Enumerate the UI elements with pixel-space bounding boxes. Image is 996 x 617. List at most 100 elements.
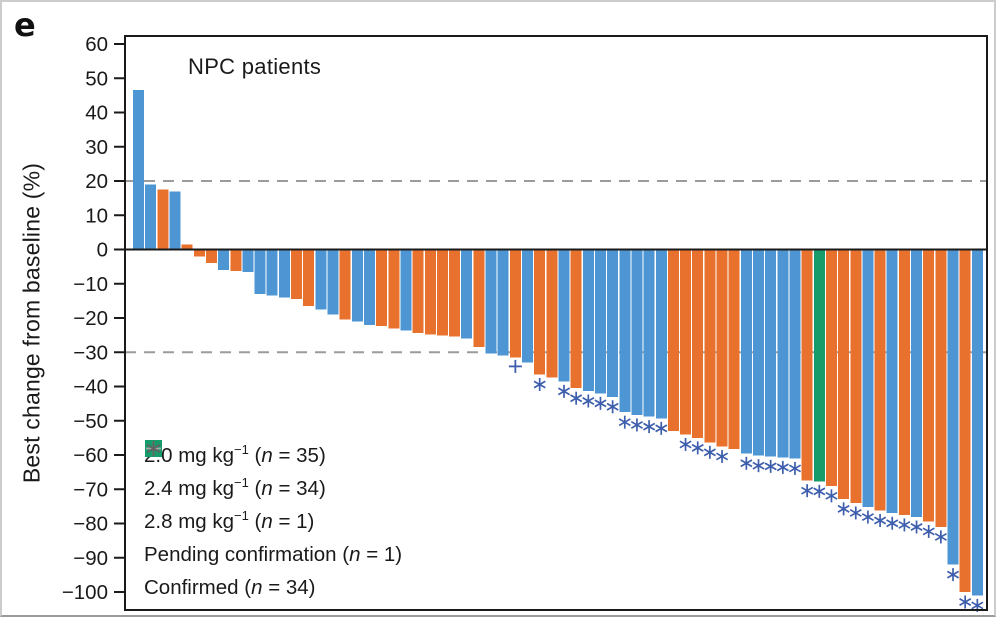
confirmed-marker <box>703 448 716 457</box>
bar-patient-34 <box>534 249 546 375</box>
legend: 2.0 mg kg−1 (n = 35) 2.4 mg kg−1 (n = 34)… <box>144 439 402 604</box>
legend-item-dose-2.0: 2.0 mg kg−1 (n = 35) <box>144 439 402 472</box>
bar-patient-5 <box>181 244 193 250</box>
confirmed-marker <box>618 418 631 427</box>
panel-letter: e <box>14 6 36 44</box>
confirmed-marker <box>679 440 692 449</box>
legend-item-label: 2.0 mg kg−1 (n = 35) <box>144 441 326 467</box>
confirmed-marker <box>557 387 571 396</box>
y-tick-label: −100 <box>62 581 108 604</box>
bar-patient-65 <box>911 249 923 517</box>
bar-patient-69 <box>959 249 971 592</box>
confirmed-asterisk-icon <box>146 441 161 456</box>
y-tick-label: −50 <box>73 410 108 433</box>
y-tick-label: 10 <box>85 204 108 227</box>
bar-patient-18 <box>339 249 351 320</box>
y-tick-label: −80 <box>73 513 108 536</box>
legend-item-label: Pending confirmation (n = 1) <box>144 542 403 566</box>
bar-patient-35 <box>546 249 558 378</box>
bar-patient-68 <box>947 249 959 565</box>
bar-patient-59 <box>838 249 850 499</box>
bar-patient-20 <box>363 249 375 325</box>
bar-patient-49 <box>716 249 728 447</box>
legend-item-dose-2.8: 2.8 mg kg−1 (n = 1) <box>144 440 402 538</box>
bar-patient-37 <box>570 249 582 389</box>
confirmed-marker <box>959 598 972 606</box>
bar-patient-12 <box>266 249 278 296</box>
bar-patient-51 <box>740 249 752 454</box>
confirmed-marker <box>874 516 887 525</box>
bar-patient-14 <box>291 249 303 300</box>
confirmed-marker <box>825 491 838 500</box>
bar-patient-4 <box>169 191 181 250</box>
bar-patient-15 <box>303 249 315 307</box>
bar-patient-61 <box>862 249 874 508</box>
y-tick-label: 30 <box>85 136 108 159</box>
confirmed-marker <box>946 570 960 579</box>
bar-patient-30 <box>485 249 497 354</box>
confirmed-marker <box>594 399 607 408</box>
legend-item-dose-2.4: 2.4 mg kg−1 (n = 34) <box>144 440 402 505</box>
chart-title: NPC patients <box>188 54 322 79</box>
bar-patient-16 <box>315 249 327 310</box>
bar-patient-70 <box>971 249 983 596</box>
bar-patient-13 <box>278 249 290 298</box>
confirmed-marker <box>837 504 850 513</box>
bar-patient-9 <box>230 249 242 272</box>
bar-patient-24 <box>412 249 424 334</box>
plot-border <box>124 35 988 611</box>
bar-patient-25 <box>424 249 436 335</box>
y-tick-label: 60 <box>85 33 108 56</box>
y-tick-label: 50 <box>85 67 108 90</box>
confirmed-marker <box>886 519 899 528</box>
bar-patient-11 <box>254 249 266 295</box>
legend-item-label: Confirmed (n = 34) <box>144 575 316 599</box>
confirmed-marker <box>570 394 583 403</box>
bar-patient-3 <box>157 189 169 250</box>
bar-patient-1 <box>133 90 144 250</box>
confirmed-marker <box>922 527 935 536</box>
y-tick-label: 20 <box>85 170 108 193</box>
bar-patient-26 <box>436 249 448 336</box>
confirmed-marker <box>643 422 656 431</box>
bar-patient-8 <box>218 249 230 271</box>
confirmed-marker <box>813 487 826 496</box>
bar-patient-57 <box>813 249 825 482</box>
bar-patient-64 <box>898 249 910 515</box>
bar-patient-28 <box>461 249 473 339</box>
bar-patient-45 <box>667 249 679 432</box>
bar-patient-44 <box>655 249 667 419</box>
bar-patient-41 <box>619 249 631 413</box>
bar-patient-46 <box>680 249 692 435</box>
bar-patient-53 <box>765 249 777 457</box>
bar-patient-43 <box>643 249 655 417</box>
bar-patient-22 <box>388 249 400 329</box>
bar-patient-7 <box>205 249 217 264</box>
bar-patient-62 <box>874 249 886 511</box>
confirmed-marker <box>776 463 789 472</box>
confirmed-marker <box>861 513 874 522</box>
confirmed-marker <box>715 452 729 461</box>
bar-patient-19 <box>351 249 363 322</box>
confirmed-marker <box>533 380 546 389</box>
y-tick-label: 40 <box>85 102 108 125</box>
bar-patient-33 <box>522 249 534 363</box>
bar-patient-50 <box>728 249 740 450</box>
bar-patient-52 <box>753 249 765 456</box>
bar-patient-47 <box>692 249 704 438</box>
legend-item-asterisk: Confirmed (n = 34) <box>144 441 402 604</box>
confirmed-marker <box>971 601 984 610</box>
bar-patient-48 <box>704 249 716 443</box>
confirmed-marker <box>606 402 619 411</box>
y-tick-label: −30 <box>73 341 108 364</box>
bar-patient-55 <box>789 249 801 459</box>
y-tick-label: −10 <box>73 273 108 296</box>
bar-patient-39 <box>594 249 606 394</box>
confirmed-marker <box>582 396 595 405</box>
bar-patient-42 <box>631 249 643 415</box>
confirmed-marker <box>764 462 777 471</box>
bar-patient-21 <box>376 249 388 327</box>
confirmed-marker <box>788 464 802 473</box>
